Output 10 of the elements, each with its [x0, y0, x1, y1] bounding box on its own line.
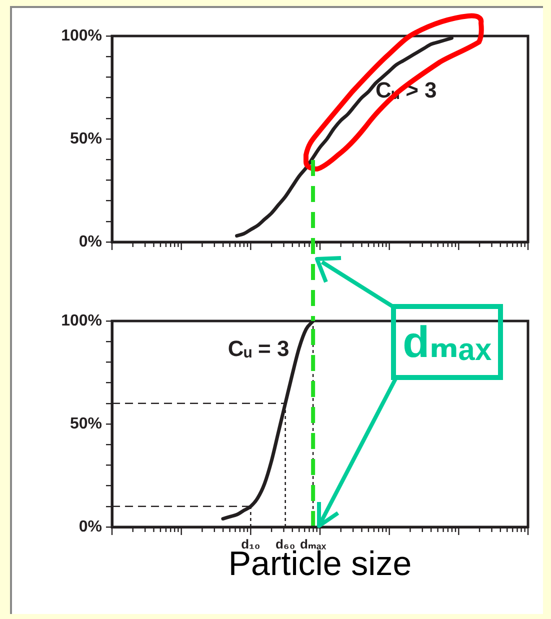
series-label: Cᵤ = 3: [228, 336, 290, 361]
y-tick-label: 50%: [70, 415, 102, 432]
y-tick-label: 100%: [61, 27, 102, 44]
annotation: dₘₐₓ: [391, 304, 503, 380]
x-tick-label: d₆₀: [275, 536, 296, 552]
y-tick-label: 100%: [61, 312, 102, 330]
y-tick-label: 50%: [70, 130, 102, 148]
y-tick-label: 0%: [78, 518, 102, 536]
y-tick-label: 0%: [78, 233, 102, 250]
x-tick-label: dₘₐₓ: [300, 536, 326, 552]
